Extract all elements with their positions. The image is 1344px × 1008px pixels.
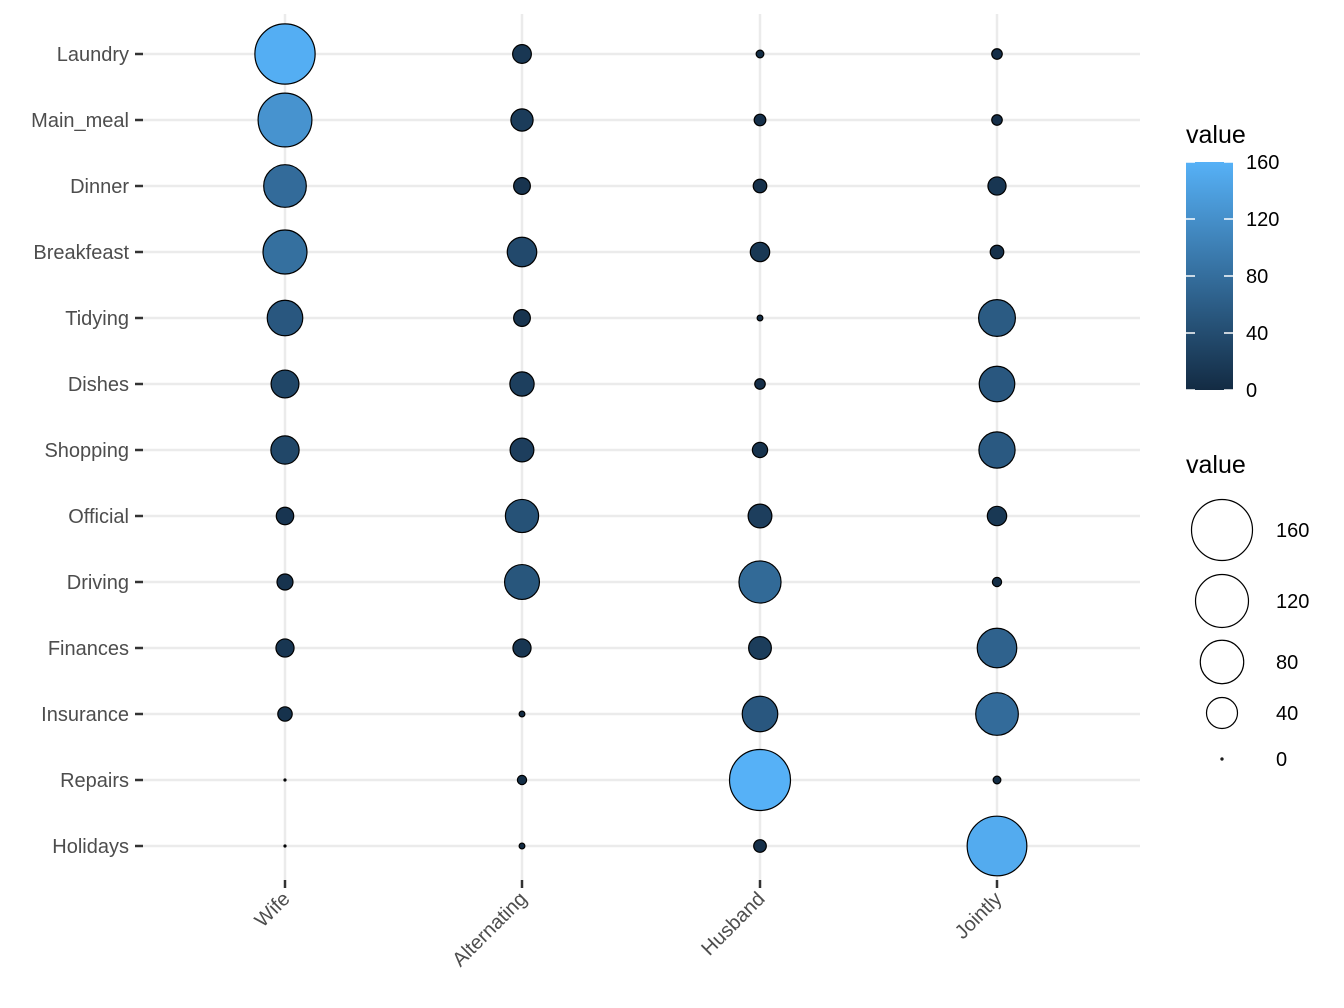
data-point (518, 710, 526, 718)
y-tick-label: Dishes (68, 374, 129, 396)
data-point (516, 774, 528, 786)
data-point (506, 236, 538, 268)
data-point (987, 176, 1007, 196)
y-tick-label: Official (68, 506, 129, 528)
y-tick-label: Main_meal (31, 110, 129, 132)
y-tick-label: Laundry (57, 44, 129, 66)
size-legend-circle (1194, 573, 1250, 629)
y-axis: Laundry Main_meal Dinner Breakfeast Tidying D… (31, 44, 143, 858)
data-point (753, 839, 767, 853)
size-legend-label: 40 (1276, 703, 1298, 725)
y-tick-label: Shopping (44, 440, 129, 462)
data-point (975, 692, 1019, 736)
x-tick-label: Husband (697, 888, 769, 960)
y-tick-label: Holidays (52, 836, 129, 858)
y-tick-label: Dinner (70, 176, 129, 198)
color-legend-label: 120 (1246, 209, 1279, 231)
x-axis: Wife Alternating Husband Jointly (251, 880, 1007, 971)
y-tick-label: Breakfeast (33, 242, 129, 264)
data-point (509, 437, 535, 463)
color-legend-title: value (1186, 121, 1246, 149)
y-tick-label: Tidying (65, 308, 129, 330)
data-point (989, 244, 1005, 260)
data-point (270, 435, 300, 465)
y-tick-label: Driving (67, 572, 129, 594)
data-point (753, 113, 767, 127)
data-point (749, 241, 771, 263)
data-point (512, 44, 532, 64)
data-point (756, 314, 764, 322)
data-point (747, 503, 773, 529)
data-point (992, 775, 1002, 785)
data-point (509, 371, 535, 397)
data-point (277, 706, 293, 722)
data-point (503, 563, 541, 601)
data-point (738, 560, 782, 604)
data-point (966, 815, 1028, 877)
data-point (263, 164, 307, 208)
data-point (510, 108, 534, 132)
data-point (513, 177, 531, 195)
size-legend-circle (1220, 757, 1224, 761)
data-point (262, 229, 308, 275)
y-tick-label: Insurance (41, 704, 129, 726)
data-point (741, 695, 779, 733)
data-point (266, 299, 304, 337)
size-legend-label: 120 (1276, 591, 1309, 613)
data-point (978, 365, 1016, 403)
data-point (977, 298, 1017, 338)
data-point (728, 748, 792, 812)
color-legend-label: 0 (1246, 380, 1257, 402)
color-legend-label: 160 (1246, 152, 1279, 174)
size-legend-circle (1205, 696, 1239, 730)
data-point (257, 92, 313, 148)
data-point (283, 778, 287, 782)
data-point (748, 636, 772, 660)
size-legend: value 160 120 80 40 0 (1186, 451, 1309, 771)
data-point (270, 369, 300, 399)
x-tick-label: Alternating (448, 888, 531, 971)
data-point (991, 114, 1003, 126)
size-legend-circle (1190, 498, 1254, 562)
x-tick-label: Jointly (951, 888, 1007, 944)
size-legend-label: 160 (1276, 520, 1309, 542)
data-point (283, 844, 287, 848)
data-point (518, 842, 526, 850)
data-point (751, 441, 769, 459)
data-point (512, 638, 532, 658)
color-legend-label: 80 (1246, 266, 1268, 288)
data-point (275, 638, 295, 658)
y-tick-label: Repairs (60, 770, 129, 792)
data-point (513, 309, 531, 327)
color-legend: value 160 120 80 40 0 (1186, 121, 1279, 402)
data-point (504, 498, 540, 534)
y-tick-label: Finances (48, 638, 129, 660)
data-point (755, 49, 765, 59)
size-legend-title: value (1186, 451, 1246, 479)
size-legend-label: 80 (1276, 652, 1298, 674)
data-point (976, 627, 1018, 669)
data-point (275, 506, 295, 526)
data-points (254, 23, 1028, 877)
data-point (991, 576, 1003, 588)
data-point (752, 178, 768, 194)
x-tick-label: Wife (251, 888, 295, 932)
size-legend-circle (1199, 639, 1245, 685)
data-point (754, 378, 766, 390)
data-point (978, 431, 1016, 469)
data-point (276, 573, 294, 591)
data-point (254, 23, 316, 85)
data-point (986, 505, 1008, 527)
size-legend-label: 0 (1276, 749, 1287, 771)
color-legend-label: 40 (1246, 323, 1268, 345)
data-point (991, 48, 1003, 60)
